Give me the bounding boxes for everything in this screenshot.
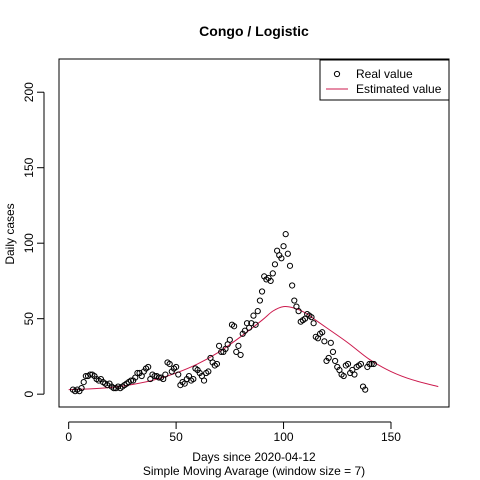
data-point-real-value [175, 371, 182, 378]
data-point-real-value [127, 377, 135, 384]
y-tick-label: 0 [22, 391, 36, 398]
legend-marker-real-value [333, 70, 341, 78]
plot-area [68, 231, 439, 395]
data-point-real-value [269, 270, 276, 277]
data-point-real-value [226, 336, 233, 343]
data-point-real-value [366, 360, 373, 368]
data-point-real-value [357, 360, 365, 368]
legend-box [319, 59, 450, 101]
x-tick-label: 0 [65, 430, 72, 444]
data-point-real-value [256, 297, 264, 304]
data-point-real-value [295, 308, 302, 315]
data-point-real-value [284, 250, 291, 257]
data-point-real-value [231, 323, 238, 330]
data-point-real-value [254, 308, 261, 315]
data-point-real-value [286, 262, 294, 269]
chart-title: Congo / Logistic [199, 23, 309, 39]
data-point-real-value [162, 371, 169, 378]
data-point-real-value [278, 255, 285, 262]
y-tick-label: 200 [22, 82, 36, 102]
data-point-real-value [215, 342, 223, 349]
data-point-real-value [218, 348, 225, 355]
y-tick-label: 50 [22, 312, 36, 326]
data-point-real-value [258, 288, 266, 295]
data-point-real-value [233, 348, 240, 355]
data-point-real-value [325, 354, 332, 362]
data-point-real-value [308, 314, 315, 321]
legend-label-real-value: Real value [356, 67, 413, 81]
data-point-real-value [289, 282, 296, 289]
data-point-real-value [241, 327, 248, 334]
data-point-real-value [319, 329, 326, 336]
data-point-real-value [237, 351, 244, 359]
data-point-real-value [291, 297, 298, 304]
x-tick-label: 50 [169, 430, 183, 444]
legend-label-estimated-value: Estimated value [356, 82, 442, 96]
data-point-real-value [166, 360, 173, 368]
legend: Real value Estimated value [319, 59, 450, 101]
data-point-real-value [173, 363, 180, 371]
data-point-real-value [280, 243, 287, 250]
data-point-real-value [340, 372, 347, 380]
data-point-real-value [200, 377, 208, 384]
data-point-real-value [327, 339, 334, 346]
data-point-real-value [344, 360, 352, 368]
data-point-real-value [267, 277, 274, 285]
data-point-real-value [368, 360, 375, 368]
data-point-real-value [370, 360, 377, 368]
data-point-real-value [145, 363, 152, 371]
data-point-real-value [329, 348, 337, 355]
y-axis-title: Daily cases [3, 203, 17, 264]
data-point-real-value [332, 357, 339, 365]
data-point-real-value [78, 385, 85, 392]
data-point-real-value [271, 261, 279, 268]
x-axis-subtitle: Simple Moving Avarage (window size = 7) [143, 464, 365, 478]
data-point-real-value [282, 231, 289, 238]
plot-frame [58, 58, 450, 408]
x-axis-title: Days since 2020-04-12 [192, 450, 316, 464]
axes: 0 50 100 150 0 50 100 150 200 [22, 82, 401, 444]
data-point-real-value [351, 371, 358, 378]
data-point-real-value [213, 360, 221, 368]
y-tick-label: 150 [22, 157, 36, 177]
data-point-real-value [134, 369, 141, 377]
data-point-real-value [321, 338, 328, 345]
data-point-real-value [80, 378, 87, 386]
data-point-real-value [362, 386, 369, 393]
data-point-real-value [250, 312, 257, 319]
data-point-real-value [205, 368, 212, 375]
data-point-real-value [310, 320, 317, 327]
data-point-real-value [235, 342, 242, 349]
y-tick-label: 100 [22, 233, 36, 253]
series-line-estimated-value [68, 305, 439, 391]
data-point-real-value [252, 321, 259, 328]
data-point-real-value [190, 375, 197, 383]
x-tick-label: 150 [381, 430, 401, 444]
x-tick-label: 100 [274, 430, 294, 444]
